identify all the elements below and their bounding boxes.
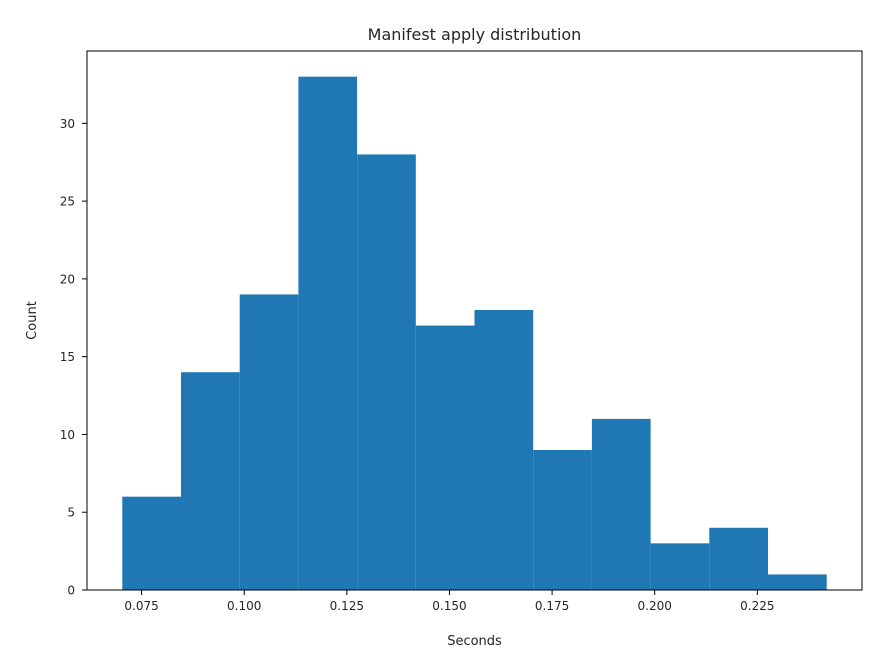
histogram-bar bbox=[533, 450, 592, 590]
histogram-bar bbox=[357, 154, 416, 590]
y-tick-label: 5 bbox=[67, 506, 75, 520]
y-tick-label: 10 bbox=[60, 428, 75, 442]
histogram-bar bbox=[709, 527, 768, 590]
x-tick-label: 0.225 bbox=[740, 599, 774, 613]
x-tick-label: 0.150 bbox=[432, 599, 466, 613]
y-tick-label: 25 bbox=[60, 195, 75, 209]
histogram-bar bbox=[474, 310, 534, 590]
y-tick-label: 20 bbox=[60, 272, 75, 286]
histogram-bar bbox=[122, 496, 182, 590]
chart-title: Manifest apply distribution bbox=[368, 25, 582, 44]
x-tick-label: 0.125 bbox=[330, 599, 364, 613]
histogram-bar bbox=[239, 294, 299, 590]
histogram-bar bbox=[415, 325, 475, 590]
histogram-bar bbox=[650, 543, 710, 590]
x-axis-label: Seconds bbox=[447, 634, 502, 649]
x-tick-label: 0.200 bbox=[638, 599, 672, 613]
x-tick-label: 0.075 bbox=[124, 599, 158, 613]
histogram-bar bbox=[181, 372, 240, 590]
y-tick-label: 15 bbox=[60, 350, 75, 364]
histogram-bar bbox=[767, 574, 827, 590]
plot-frame bbox=[86, 50, 863, 591]
y-tick-label: 30 bbox=[60, 117, 75, 131]
y-tick-label: 0 bbox=[67, 584, 75, 598]
y-axis: 0 5 10 15 20 25 30 bbox=[60, 117, 87, 598]
x-tick-label: 0.100 bbox=[227, 599, 261, 613]
y-axis-label: Count bbox=[25, 301, 40, 340]
x-axis: 0.075 0.100 0.125 0.150 0.175 0.200 0.225 bbox=[124, 590, 775, 613]
histogram-bar bbox=[591, 418, 651, 590]
x-tick-label: 0.175 bbox=[535, 599, 569, 613]
histogram-bar bbox=[298, 76, 358, 590]
bars-group bbox=[122, 76, 827, 590]
